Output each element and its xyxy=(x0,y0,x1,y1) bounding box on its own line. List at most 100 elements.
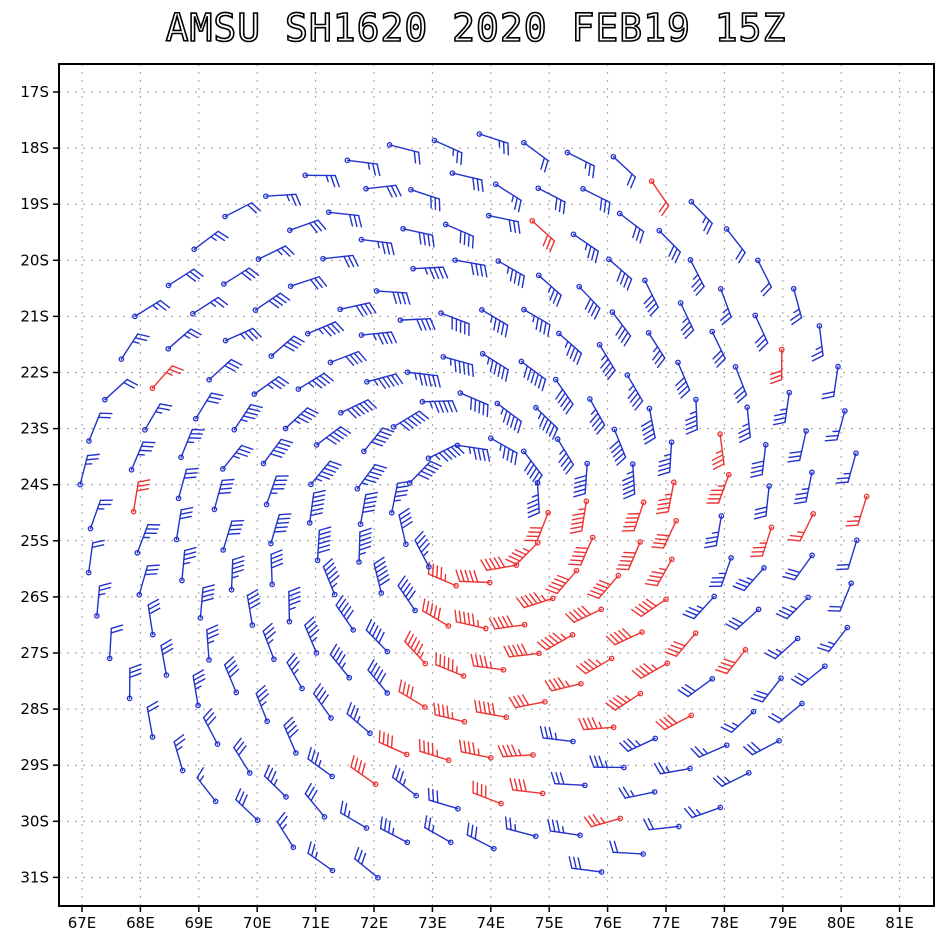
wind-barb xyxy=(725,606,762,631)
wind-barb xyxy=(643,817,682,831)
wind-barb xyxy=(367,659,391,696)
wind-barb xyxy=(307,841,336,874)
wind-barb xyxy=(790,663,828,686)
wind-barb xyxy=(552,376,574,415)
wind-barb xyxy=(165,328,202,352)
wind-barb xyxy=(589,755,627,771)
wind-barb xyxy=(77,453,100,488)
wind-barb xyxy=(346,702,373,737)
wind-barb xyxy=(476,131,510,156)
wind-barb xyxy=(455,569,493,586)
wind-barb xyxy=(570,231,600,264)
wind-barb xyxy=(454,442,491,462)
wind-barb xyxy=(459,739,494,761)
wind-barb xyxy=(494,400,522,434)
wind-barb xyxy=(308,460,342,488)
wind-barb xyxy=(824,408,848,442)
wind-barb xyxy=(440,354,474,378)
wind-barb xyxy=(687,257,705,296)
wind-barb xyxy=(474,699,510,721)
wind-barb xyxy=(732,565,767,592)
y-tick-label: 17S xyxy=(20,83,49,101)
wind-barb xyxy=(835,450,859,484)
wind-barb xyxy=(720,708,757,733)
wind-barb xyxy=(576,283,601,320)
wind-barb xyxy=(87,499,113,532)
wind-barb xyxy=(307,746,336,780)
wind-barb xyxy=(350,755,379,788)
wind-barb xyxy=(478,307,509,338)
y-tick-label: 20S xyxy=(20,251,49,269)
wind-barb xyxy=(320,254,359,268)
wind-barb xyxy=(655,712,695,731)
wind-barb xyxy=(811,322,824,362)
wind-barb xyxy=(246,589,261,628)
wind-barb xyxy=(373,288,411,305)
wind-barb xyxy=(322,558,340,598)
y-tick-label: 18S xyxy=(20,139,49,157)
wind-barb xyxy=(497,744,536,758)
wind-barb xyxy=(787,511,817,542)
wind-barb xyxy=(596,341,616,381)
wind-barb xyxy=(365,618,391,655)
y-tick-label: 27S xyxy=(20,644,49,662)
wind-barb xyxy=(827,580,855,612)
wind-barb xyxy=(287,276,328,290)
wind-barb xyxy=(425,444,465,462)
wind-barb xyxy=(379,816,411,846)
wind-barb xyxy=(520,448,543,486)
wind-barb xyxy=(793,469,815,505)
wind-barb xyxy=(431,137,463,166)
wind-barb xyxy=(397,575,418,614)
wind-barb xyxy=(221,267,260,287)
wind-barb xyxy=(304,782,328,820)
wind-barb xyxy=(344,157,381,177)
wind-barb xyxy=(118,333,150,363)
wind-barb xyxy=(191,230,229,253)
wind-barb xyxy=(206,358,243,383)
wind-barb xyxy=(717,286,732,326)
wind-barb xyxy=(449,170,484,193)
wind-barb xyxy=(622,461,636,500)
wind-barb xyxy=(640,405,656,445)
wind-barb xyxy=(388,480,410,516)
wind-barb xyxy=(764,635,801,660)
wind-barb xyxy=(683,804,724,819)
y-tick-label: 22S xyxy=(20,364,49,382)
wind-barb xyxy=(644,556,675,587)
wind-barb xyxy=(268,513,292,547)
wind-barb xyxy=(580,185,611,215)
wind-barb xyxy=(94,582,112,619)
wind-barb xyxy=(262,622,277,663)
wind-barb xyxy=(378,729,410,758)
wind-barb xyxy=(220,519,245,553)
wind-barb xyxy=(134,524,161,556)
wind-barb xyxy=(391,765,420,799)
wind-barb xyxy=(651,517,680,549)
wind-barb xyxy=(255,245,295,263)
wind-barb xyxy=(173,506,194,543)
wind-barb xyxy=(173,734,186,774)
wind-barb xyxy=(677,675,716,698)
wind-barb xyxy=(314,526,332,564)
wind-barb xyxy=(433,702,468,725)
wind-barb xyxy=(427,561,459,589)
wind-barb xyxy=(533,404,559,440)
x-tick-label: 77E xyxy=(652,914,681,932)
wind-barb xyxy=(302,172,340,188)
x-tick-label: 71E xyxy=(301,914,330,932)
wind-barb xyxy=(386,142,421,165)
wind-barb xyxy=(606,256,633,291)
wind-barb xyxy=(743,737,782,756)
wind-barb xyxy=(357,491,379,528)
wind-barb xyxy=(282,407,319,432)
wind-barb xyxy=(677,300,695,340)
wind-barb xyxy=(709,328,726,368)
wind-barb xyxy=(361,427,395,455)
y-tick-label: 31S xyxy=(20,868,49,886)
wind-barb xyxy=(664,630,699,657)
wind-barb xyxy=(738,404,751,443)
wind-barb xyxy=(251,375,290,397)
wind-barb xyxy=(421,598,452,629)
wind-barb xyxy=(390,410,430,431)
